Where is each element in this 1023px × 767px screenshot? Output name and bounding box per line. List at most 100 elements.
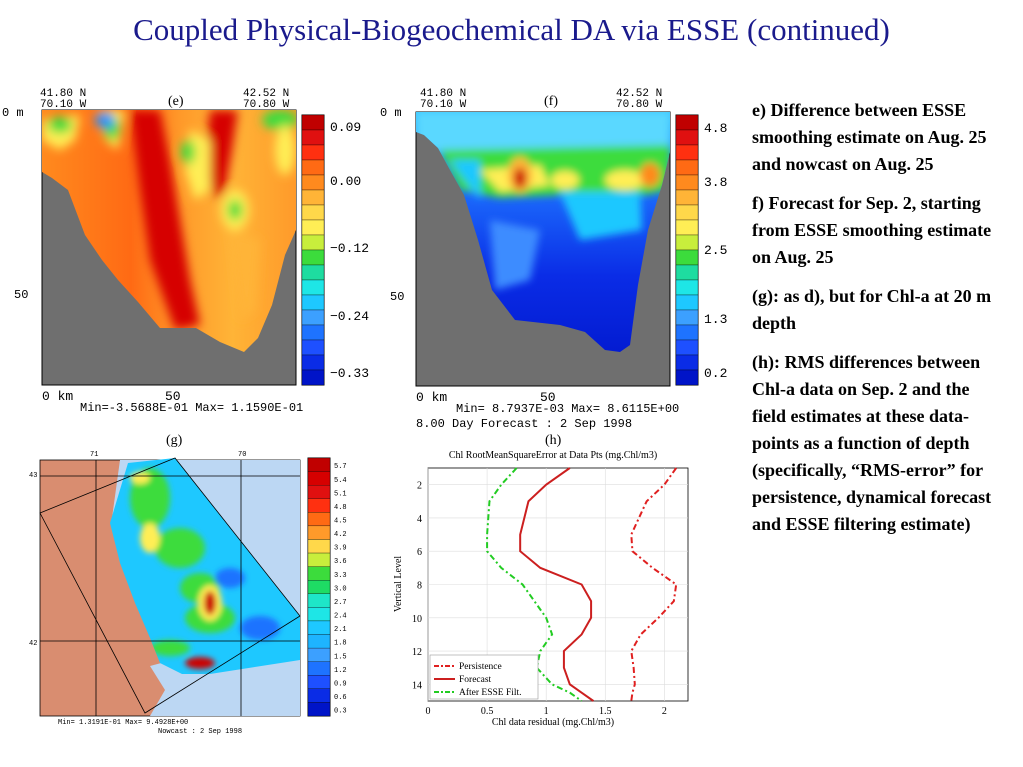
h-x-tick: 1.5 xyxy=(599,706,612,717)
h-chart-title: Chl RootMeanSquareError at Data Pts (mg.… xyxy=(449,450,657,461)
g-panel-label: (g) xyxy=(166,433,183,448)
g-colorbar-ticks: 5.7 5.4 5.1 4.8 4.5 4.2 3.9 3.6 3.3 3.0 2.7 2.4 2.1 1… xyxy=(334,463,347,715)
g-colorbar-swatches xyxy=(307,457,331,717)
h-y-label: Vertical Level xyxy=(393,556,404,613)
panel-h-chart: (h) Chl RootMeanSquareError at Data Pts … xyxy=(393,433,689,728)
e-right-lon: 70.80 W xyxy=(243,99,290,111)
g-colorbar-tick: 5.4 xyxy=(334,477,347,485)
colorbar-swatch xyxy=(675,264,699,281)
desc-g: (g): as d), but for Chl-a at 20 m depth xyxy=(752,286,992,333)
h-series-group xyxy=(486,467,678,702)
f-right-lat: 42.52 N xyxy=(616,88,662,100)
f-colorbar-swatches xyxy=(675,114,699,386)
f-x-left: 0 km xyxy=(416,390,447,405)
colorbar-swatch xyxy=(301,129,325,146)
colorbar-swatch xyxy=(307,566,331,581)
colorbar-swatch xyxy=(675,294,699,311)
colorbar-swatch xyxy=(307,457,331,472)
e-colorbar-tick: −0.33 xyxy=(330,366,369,381)
desc-f: f) Forecast for Sep. 2, starting from ES… xyxy=(752,193,992,267)
h-y-tick: 10 xyxy=(412,614,422,625)
h-x-tick: 2 xyxy=(662,706,667,717)
f-minmax: Min= 8.7937E-03 Max= 8.6115E+00 xyxy=(456,402,679,416)
colorbar-swatch xyxy=(301,249,325,266)
colorbar-swatch xyxy=(675,144,699,161)
colorbar-swatch xyxy=(301,279,325,296)
f-colorbar-tick: 3.8 xyxy=(704,175,727,190)
g-colorbar-tick: 3.3 xyxy=(334,572,347,580)
colorbar-swatch xyxy=(301,354,325,371)
e-x-mid: 50 xyxy=(165,389,181,404)
colorbar-swatch xyxy=(675,369,699,386)
colorbar-swatch xyxy=(675,174,699,191)
g-colorbar-tick: 1.2 xyxy=(334,667,347,675)
colorbar-swatch xyxy=(307,675,331,689)
h-legend-label: After ESSE Filt. xyxy=(459,687,522,698)
h-x-tick: 0.5 xyxy=(481,706,494,717)
colorbar-swatch xyxy=(307,471,331,486)
h-y-tick: 12 xyxy=(412,647,422,658)
colorbar-swatch xyxy=(301,234,325,251)
colorbar-swatch xyxy=(301,309,325,326)
f-forecast: 8.00 Day Forecast : 2 Sep 1998 xyxy=(416,417,632,431)
h-axis-ticks: 0 0.5 1 1.5 2 2 4 6 8 10 12 14 xyxy=(412,481,667,717)
e-colorbar-tick: −0.24 xyxy=(330,309,369,324)
f-left-lat: 41.80 N xyxy=(420,88,466,100)
colorbar-swatch xyxy=(307,498,331,513)
colorbar-swatch xyxy=(301,219,325,236)
h-series-line xyxy=(519,467,595,702)
colorbar-swatch xyxy=(301,369,325,386)
colorbar-swatch xyxy=(301,159,325,176)
colorbar-swatch xyxy=(675,249,699,266)
panel-g: (g) 71 70 43 42 5.7 5.4 5.1 4.8 4.5 4.2 3.9 3.6… xyxy=(29,433,347,736)
g-lon-tick: 70 xyxy=(238,451,246,459)
colorbar-swatch xyxy=(307,634,331,649)
e-colorbar-tick: −0.12 xyxy=(330,241,369,256)
e-x-left: 0 km xyxy=(42,389,73,404)
g-colorbar-tick: 0.9 xyxy=(334,680,347,688)
colorbar-swatch xyxy=(675,219,699,236)
colorbar-swatch xyxy=(307,661,331,676)
colorbar-swatch xyxy=(307,552,331,567)
colorbar-swatch xyxy=(307,647,331,662)
colorbar-swatch xyxy=(675,159,699,176)
colorbar-swatch xyxy=(301,204,325,221)
f-colorbar-tick: 1.3 xyxy=(704,312,727,327)
g-colorbar-tick: 1.8 xyxy=(334,640,347,648)
colorbar-swatch xyxy=(307,620,331,635)
e-colorbar-tick: 0.09 xyxy=(330,120,361,135)
slide-title: Coupled Physical-Biogeochemical DA via E… xyxy=(133,12,890,47)
e-right-lat: 42.52 N xyxy=(243,88,289,100)
desc-e: e) Difference between ESSE smoothing est… xyxy=(752,100,987,174)
g-colorbar-tick: 5.1 xyxy=(334,490,347,498)
e-depth-top: 0 m xyxy=(2,106,24,120)
h-y-tick: 14 xyxy=(412,680,422,691)
f-depth-top: 0 m xyxy=(380,106,402,120)
colorbar-swatch xyxy=(301,174,325,191)
colorbar-swatch xyxy=(675,354,699,371)
colorbar-swatch xyxy=(307,580,331,594)
colorbar-swatch xyxy=(675,204,699,221)
colorbar-swatch xyxy=(301,324,325,341)
desc-h: (h): RMS differences between Chl-a data … xyxy=(752,352,992,534)
h-x-tick: 0 xyxy=(426,706,431,717)
g-colorbar-tick: 0.3 xyxy=(334,708,347,716)
f-panel-label: (f) xyxy=(544,94,558,109)
e-left-lon: 70.10 W xyxy=(40,99,87,111)
colorbar-swatch xyxy=(307,593,331,608)
g-minmax: Min= 1.3191E-01 Max= 9.4928E+00 xyxy=(58,719,188,727)
colorbar-swatch xyxy=(307,525,331,540)
g-colorbar-tick: 3.9 xyxy=(334,545,347,553)
g-colorbar-tick: 3.0 xyxy=(334,585,347,593)
colorbar-swatch xyxy=(301,339,325,356)
h-y-tick: 2 xyxy=(417,481,422,492)
colorbar-swatch xyxy=(301,144,325,161)
panel-e: 41.80 N 70.10 W 42.52 N 70.80 W (e) 0.09… xyxy=(2,88,369,415)
g-colorbar-tick: 2.4 xyxy=(334,613,347,621)
e-left-lat: 41.80 N xyxy=(40,88,86,100)
e-minmax: Min=-3.5688E-01 Max= 1.1590E-01 xyxy=(80,401,303,415)
colorbar-swatch xyxy=(301,264,325,281)
g-colorbar-tick: 4.8 xyxy=(334,504,347,512)
colorbar-swatch xyxy=(675,339,699,356)
e-colorbar-swatches xyxy=(301,114,325,386)
